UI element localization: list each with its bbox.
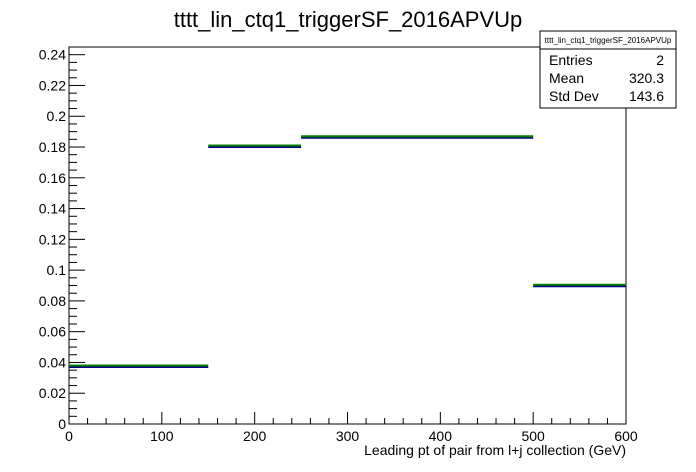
x-axis-label: Leading pt of pair from l+j collection (…	[364, 442, 626, 458]
x-tick-label: 600	[614, 428, 638, 444]
stats-entries-value: 2	[656, 52, 664, 68]
stats-box: tttt_lin_ctq1_triggerSF_2016APVUp Entrie…	[539, 30, 677, 109]
y-tick-label: 0	[58, 416, 66, 432]
y-tick-label: 0.12	[39, 231, 66, 247]
stats-stddev-value: 143.6	[629, 88, 664, 104]
stats-mean-label: Mean	[549, 70, 584, 86]
x-tick-label: 0	[65, 428, 73, 444]
stats-stddev-label: Std Dev	[549, 88, 599, 104]
x-tick-label: 400	[429, 428, 453, 444]
histogram-bins	[69, 135, 626, 369]
y-tick-label: 0.18	[39, 139, 66, 155]
y-tick-label: 0.02	[39, 385, 66, 401]
stats-entries-label: Entries	[549, 52, 593, 68]
y-tick-label: 0.1	[47, 262, 67, 278]
y-tick-label: 0.06	[39, 324, 66, 340]
y-tick-label: 0.04	[39, 354, 66, 370]
stats-mean-value: 320.3	[629, 70, 664, 86]
y-tick-label: 0.22	[39, 77, 66, 93]
stats-box-name: tttt_lin_ctq1_triggerSF_2016APVUp	[545, 36, 672, 45]
y-tick-label: 0.16	[39, 170, 66, 186]
y-tick-label: 0.08	[39, 293, 66, 309]
y-tick-label: 0.14	[39, 201, 66, 217]
x-tick-label: 100	[150, 428, 174, 444]
x-tick-label: 200	[243, 428, 267, 444]
x-tick-label: 500	[521, 428, 545, 444]
y-tick-label: 0.24	[39, 47, 66, 63]
y-axis: 0 0.02 0.04 0.06 0.08 0.1 0.12 0.14 0.16 0.18 0.2 0…	[39, 46, 85, 432]
x-axis: 0 100 200 300 400 500 600	[65, 412, 638, 444]
x-tick-label: 300	[336, 428, 360, 444]
stats-box-frame	[539, 30, 677, 109]
chart-title: tttt_lin_ctq1_triggerSF_2016APVUp	[174, 7, 523, 32]
y-tick-label: 0.2	[47, 108, 67, 124]
